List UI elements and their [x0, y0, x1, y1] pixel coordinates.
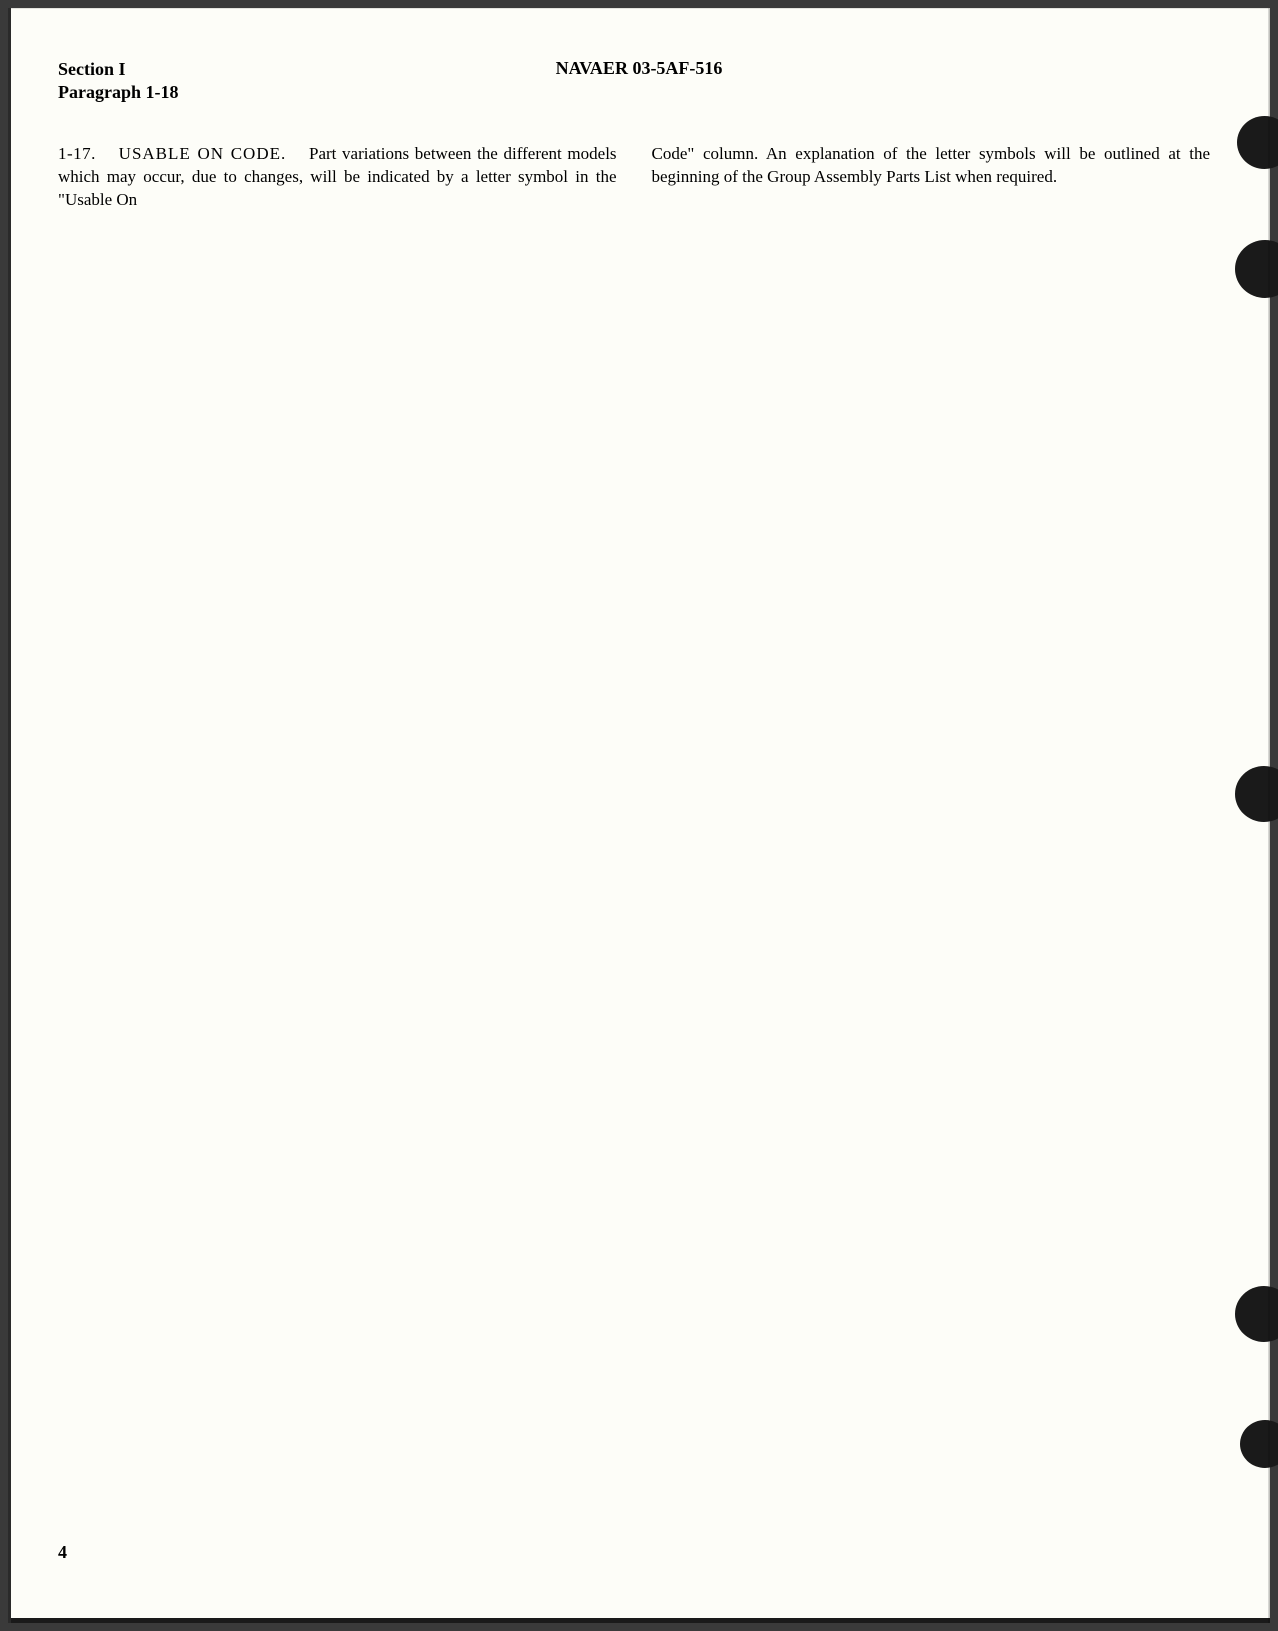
page-border-left	[8, 8, 11, 1623]
binder-hole-icon	[1235, 1286, 1278, 1342]
binder-hole-icon	[1235, 766, 1278, 822]
column-right: Code" column. An explanation of the lett…	[652, 143, 1211, 212]
header-left: Section I Paragraph 1-18	[58, 58, 179, 105]
paragraph-label: Paragraph 1-18	[58, 81, 179, 104]
document-number: NAVAER 03-5AF-516	[556, 58, 723, 79]
column-right-text: Code" column. An explanation of the lett…	[652, 144, 1211, 186]
paragraph-number: 1-17.	[58, 144, 96, 163]
binder-hole-icon	[1237, 116, 1278, 169]
column-left: 1-17. USABLE ON CODE. Part variations be…	[58, 143, 617, 212]
body-content: 1-17. USABLE ON CODE. Part variations be…	[58, 143, 1210, 212]
binder-hole-icon	[1240, 1420, 1278, 1468]
paragraph-title: USABLE ON CODE.	[119, 144, 287, 163]
section-label: Section I	[58, 58, 179, 81]
binder-hole-icon	[1235, 240, 1278, 298]
document-page: Section I Paragraph 1-18 NAVAER 03-5AF-5…	[8, 8, 1270, 1623]
page-border-right	[1268, 8, 1270, 1623]
page-header: Section I Paragraph 1-18 NAVAER 03-5AF-5…	[58, 58, 1210, 105]
page-number: 4	[58, 1542, 67, 1563]
page-border-bottom	[8, 1618, 1270, 1623]
